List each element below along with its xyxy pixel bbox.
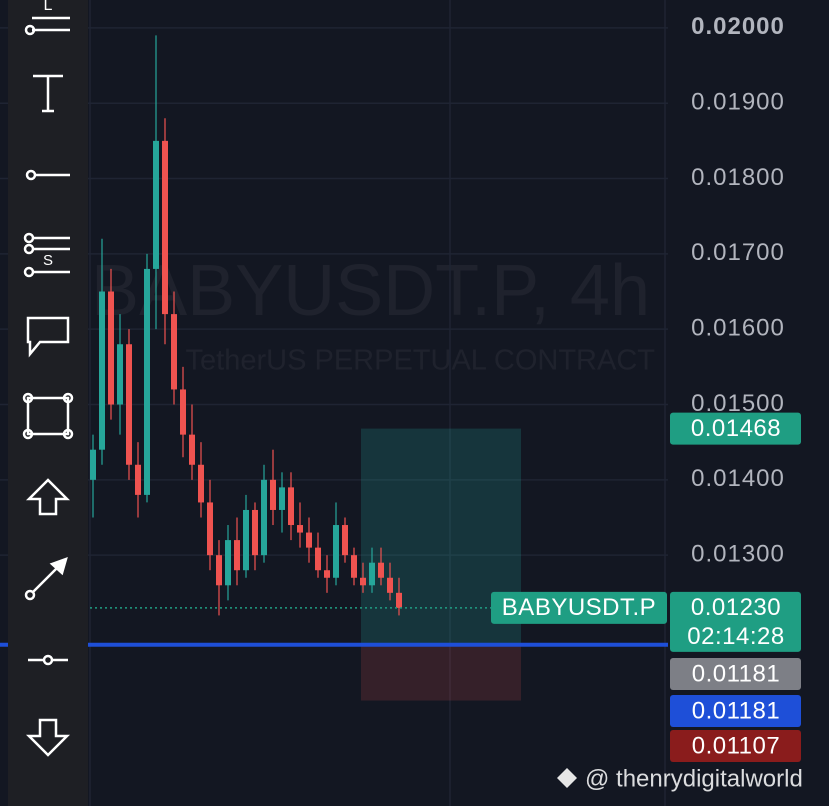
- tool-rect[interactable]: [22, 392, 74, 440]
- candle-body: [252, 509, 258, 556]
- mark-price-tag: 0.01181: [692, 660, 780, 687]
- tool-ray[interactable]: [25, 169, 70, 181]
- y-tick-label: 0.02000: [691, 13, 785, 40]
- tool-arrow-down[interactable]: [25, 718, 71, 757]
- tool-arrow-line[interactable]: [24, 557, 68, 601]
- candle-body: [126, 344, 132, 465]
- candle-body: [288, 487, 294, 526]
- candle-body: [360, 577, 366, 586]
- watermark: BABYUSDT.P, 4h TetherUS PERPETUAL CONTRA…: [91, 251, 655, 377]
- candle-body: [351, 555, 357, 578]
- stop-tag-bg: [670, 730, 801, 762]
- candle-body: [225, 540, 231, 586]
- candle-body: [207, 502, 213, 556]
- last-price-tag-bg: [670, 591, 801, 652]
- y-tick-label: 0.01800: [691, 164, 785, 191]
- tool-letter: S: [43, 252, 53, 269]
- tool-arrow-up[interactable]: [25, 478, 71, 516]
- tool-text[interactable]: [33, 74, 63, 113]
- candle-body: [378, 562, 384, 578]
- candle-body: [333, 525, 339, 578]
- y-tick-label: 0.01500: [691, 390, 785, 417]
- tool-fib[interactable]: [23, 232, 70, 278]
- candle-body: [387, 577, 393, 593]
- candle-body: [153, 140, 159, 269]
- candle-body: [90, 449, 96, 480]
- target-tag: 0.01468: [691, 415, 781, 442]
- candle-body: [117, 344, 123, 405]
- watermark-title: BABYUSDT.P, 4h: [91, 251, 650, 331]
- tool-hline[interactable]: [28, 654, 68, 666]
- candle-body: [144, 268, 150, 495]
- candle-body: [171, 314, 177, 390]
- candle-body: [189, 434, 195, 465]
- tool-icon[interactable]: [24, 16, 70, 36]
- candle-body: [198, 464, 204, 503]
- tool-letter: L: [44, 0, 53, 14]
- y-tick-label: 0.01700: [691, 239, 785, 266]
- symbol-tag: BABYUSDT.P: [502, 594, 656, 621]
- countdown: 02:14:28: [687, 623, 784, 650]
- y-tick-label: 0.01300: [691, 541, 785, 568]
- candle-body: [324, 570, 330, 578]
- candle-body: [342, 525, 348, 556]
- candle-body: [162, 140, 168, 315]
- candle-body: [243, 509, 249, 571]
- entry-tag-bg: [670, 695, 801, 727]
- y-tick-label: 0.01900: [691, 89, 785, 116]
- y-tick-label: 0.01600: [691, 315, 785, 342]
- target-tag-bg: [670, 412, 801, 445]
- price-axis: 0.01300 0.01400 0.01500 0.01600 0.01700 0.018…: [491, 13, 801, 762]
- candle-body: [369, 562, 375, 586]
- candle-body: [234, 540, 240, 571]
- entry-tag: 0.01181: [692, 697, 780, 724]
- candle-body: [297, 525, 303, 533]
- symbol-tag-bg: [491, 591, 667, 624]
- credit-icon: [557, 768, 577, 788]
- candle-body: [108, 291, 114, 405]
- candle-body: [135, 464, 141, 495]
- toolbar-bg: [8, 0, 88, 806]
- candle-body: [180, 389, 186, 435]
- y-tick-label: 0.01400: [691, 465, 785, 492]
- tool-callout[interactable]: [26, 316, 70, 358]
- stop-tag: 0.01107: [692, 732, 780, 759]
- mark-price-tag-bg: [670, 658, 801, 690]
- candle-body: [270, 479, 276, 510]
- candle-body: [261, 479, 267, 556]
- credit: @ thenrydigitalworld: [557, 765, 803, 792]
- credit-text: @ thenrydigitalworld: [585, 765, 803, 792]
- candle-body: [306, 532, 312, 548]
- last-price-tag: 0.01230: [691, 594, 781, 621]
- candle-body: [216, 555, 222, 586]
- candle-body: [99, 291, 105, 450]
- candle-body: [279, 487, 285, 510]
- candle-body: [396, 592, 402, 608]
- watermark-subtitle: TetherUS PERPETUAL CONTRACT: [186, 345, 656, 377]
- stop-zone: [361, 644, 521, 701]
- candle-body: [315, 547, 321, 571]
- toolbar: L S: [8, 0, 88, 806]
